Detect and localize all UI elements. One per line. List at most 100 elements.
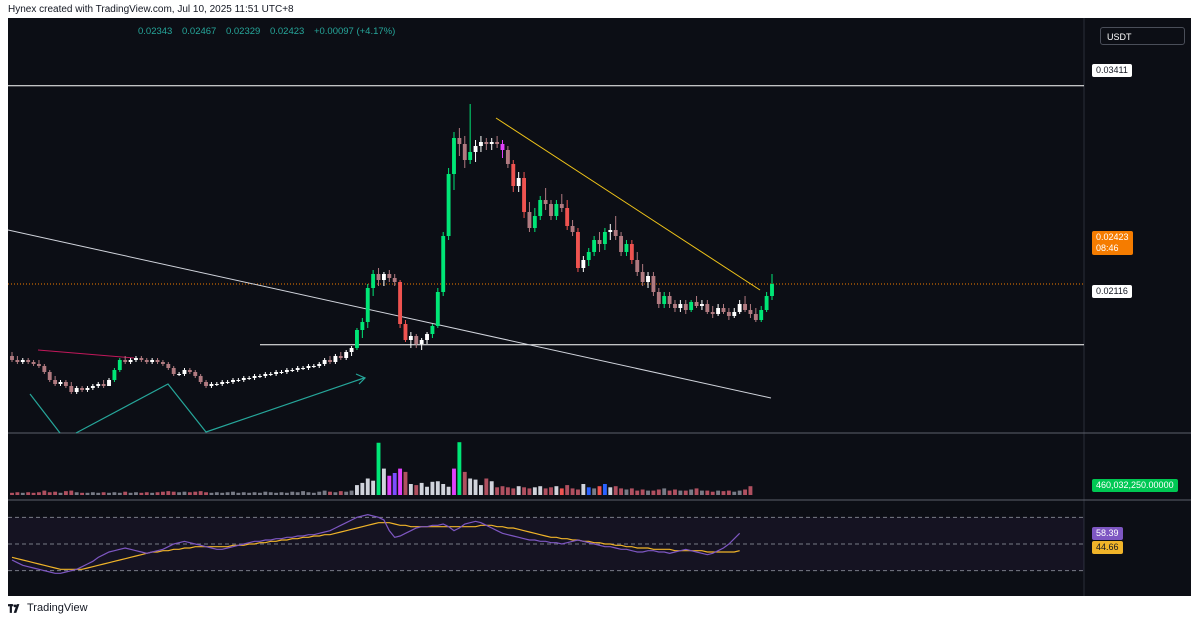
candle-body: [58, 382, 63, 384]
volume-bar: [629, 488, 634, 495]
candle-body: [322, 360, 327, 364]
currency-selector[interactable]: USDT: [1100, 27, 1185, 45]
volume-bar: [344, 491, 349, 495]
volume-bar: [737, 490, 742, 495]
candle-body: [743, 304, 747, 310]
teal-arrow-head: [355, 373, 367, 385]
candle-body: [20, 360, 25, 362]
candle-body: [441, 236, 446, 292]
volume-bar: [193, 491, 198, 495]
tradingview-logo-icon: [8, 603, 20, 613]
volume-bar: [371, 480, 376, 495]
candle-body: [376, 274, 381, 280]
candle-body: [408, 336, 413, 340]
volume-bar: [446, 486, 451, 495]
volume-bar: [128, 492, 133, 495]
volume-bar: [689, 489, 694, 495]
candle-body: [344, 352, 349, 358]
volume-bar: [69, 490, 74, 495]
candle-body: [398, 282, 403, 324]
candle-body: [565, 208, 570, 226]
volume-bar: [274, 492, 279, 495]
candle-body: [419, 340, 424, 344]
volume-bar: [90, 492, 95, 495]
volume-bar: [522, 487, 526, 495]
candle-body: [365, 288, 370, 322]
candle-body: [279, 372, 284, 373]
volume-bar: [166, 491, 171, 495]
candle-body: [338, 356, 343, 358]
candle-body: [689, 302, 694, 310]
volume-bar: [328, 491, 332, 495]
volume-bar: [284, 492, 289, 495]
candle-body: [549, 204, 553, 216]
candle-body: [63, 382, 68, 386]
candle-body: [710, 312, 715, 314]
candle-body: [527, 212, 532, 228]
candle-body: [166, 364, 171, 368]
volume-bar: [586, 487, 591, 495]
volume-bar: [85, 492, 90, 495]
candle-body: [247, 378, 252, 379]
ohlc-open: 0.02343: [138, 26, 173, 37]
candle-body: [290, 370, 295, 371]
candle-body: [699, 304, 704, 306]
candle-body: [608, 230, 613, 232]
candle-body: [403, 324, 408, 340]
volume-bar: [592, 488, 597, 495]
rsi-tag: 58.39: [1092, 527, 1123, 540]
volume-bar: [338, 491, 343, 495]
candle-body: [112, 370, 117, 380]
chart-area[interactable]: 0.02343 0.02467 0.02329 0.02423 +0.00097…: [8, 18, 1191, 596]
volume-bar: [602, 484, 607, 495]
candle-body: [171, 368, 176, 374]
candle-body: [258, 376, 262, 377]
candle-body: [42, 366, 47, 372]
candle-body: [651, 276, 656, 292]
candle-body: [759, 310, 764, 320]
volume-bar: [258, 492, 262, 495]
teal-path-left: [29, 393, 61, 434]
candle-body: [198, 376, 203, 382]
volume-bar: [376, 442, 381, 495]
candle-body: [646, 276, 650, 282]
volume-bar: [155, 492, 160, 495]
candle-body: [263, 374, 268, 376]
volume-bar: [640, 489, 645, 495]
candle-body: [656, 292, 661, 304]
candle-body: [748, 310, 753, 314]
volume-bar: [355, 485, 359, 495]
candle-body: [26, 360, 31, 362]
volume-bar: [478, 485, 483, 495]
candle-body: [177, 374, 182, 375]
volume-bar: [214, 492, 219, 495]
volume-bar: [646, 490, 650, 495]
candle-body: [511, 164, 516, 186]
candle-body: [381, 274, 386, 280]
candle-body: [543, 200, 548, 204]
candle-body: [446, 174, 451, 236]
rsi-ma-line: [11, 522, 740, 570]
volume-bar: [311, 492, 316, 495]
candle-body: [31, 362, 36, 364]
volume-bar: [241, 492, 246, 495]
volume-bar: [301, 491, 306, 495]
candle-body: [241, 378, 246, 380]
candle-body: [274, 372, 279, 374]
candle-body: [716, 308, 721, 314]
volume-bar: [198, 491, 203, 495]
candle-body: [53, 380, 58, 384]
candle-body: [732, 312, 737, 316]
volume-bar: [268, 492, 273, 495]
price-chart-svg[interactable]: [8, 18, 1191, 596]
volume-bar: [387, 475, 392, 495]
volume-bar: [53, 491, 58, 495]
candle-body: [500, 144, 505, 150]
candle-body: [10, 356, 14, 360]
candle-body: [15, 360, 20, 362]
teal-wave-path: [75, 377, 365, 434]
candle-body: [144, 360, 149, 362]
volume-bar: [748, 486, 753, 495]
candle-body: [619, 236, 624, 252]
volume-bar: [635, 490, 640, 495]
